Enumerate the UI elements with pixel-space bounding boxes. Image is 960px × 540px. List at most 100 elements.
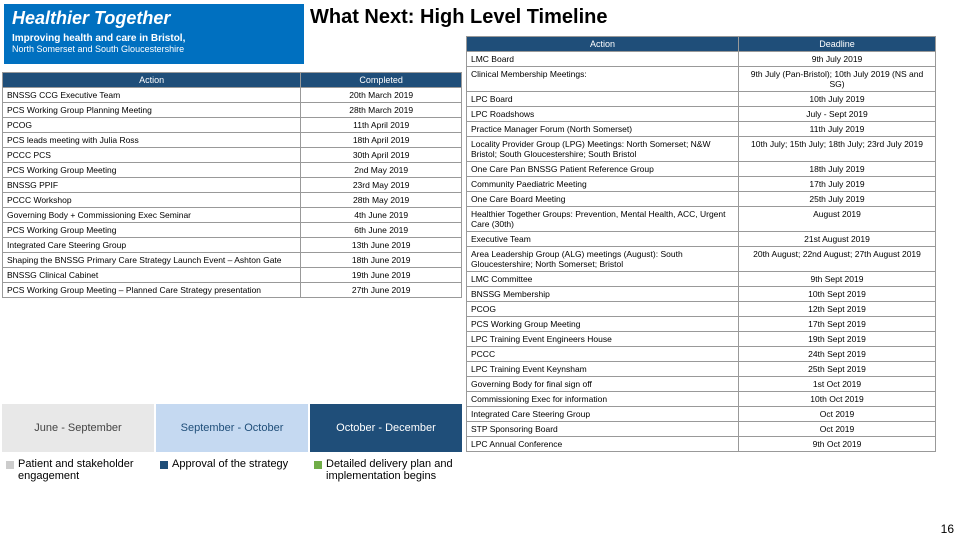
- table-cell: 9th Sept 2019: [739, 272, 936, 287]
- table-row: BNSSG Membership10th Sept 2019: [467, 287, 936, 302]
- table-row: Practice Manager Forum (North Somerset)1…: [467, 122, 936, 137]
- logo-sub2: North Somerset and South Gloucestershire: [4, 44, 304, 58]
- table-row: Commissioning Exec for information10th O…: [467, 392, 936, 407]
- table-row: PCCC PCS30th April 2019: [3, 148, 462, 163]
- table-row: PCOG11th April 2019: [3, 118, 462, 133]
- table-cell: BNSSG Membership: [467, 287, 739, 302]
- table-cell: BNSSG Clinical Cabinet: [3, 268, 301, 283]
- table-row: PCS Working Group Meeting17th Sept 2019: [467, 317, 936, 332]
- table-cell: LPC Board: [467, 92, 739, 107]
- table-row: PCS Working Group Meeting6th June 2019: [3, 223, 462, 238]
- table-cell: BNSSG CCG Executive Team: [3, 88, 301, 103]
- phases-row: June - SeptemberPatient and stakeholder …: [2, 404, 462, 488]
- table-cell: 24th Sept 2019: [739, 347, 936, 362]
- table-cell: 21st August 2019: [739, 232, 936, 247]
- table-cell: Community Paediatric Meeting: [467, 177, 739, 192]
- table-cell: 6th June 2019: [301, 223, 462, 238]
- table-cell: 19th Sept 2019: [739, 332, 936, 347]
- table-row: LPC RoadshowsJuly - Sept 2019: [467, 107, 936, 122]
- table-cell: 2nd May 2019: [301, 163, 462, 178]
- table-cell: 19th June 2019: [301, 268, 462, 283]
- table-cell: PCS Working Group Meeting: [3, 223, 301, 238]
- table-cell: 12th Sept 2019: [739, 302, 936, 317]
- table-row: Integrated Care Steering Group13th June …: [3, 238, 462, 253]
- table-row: BNSSG Clinical Cabinet19th June 2019: [3, 268, 462, 283]
- phase-block: June - SeptemberPatient and stakeholder …: [2, 404, 154, 488]
- table-cell: PCS leads meeting with Julia Ross: [3, 133, 301, 148]
- table-cell: PCCC: [467, 347, 739, 362]
- table-cell: LPC Training Event Engineers House: [467, 332, 739, 347]
- table-cell: 25th Sept 2019: [739, 362, 936, 377]
- table-cell: LPC Annual Conference: [467, 437, 739, 452]
- table-cell: Governing Body for final sign off: [467, 377, 739, 392]
- table-cell: 28th May 2019: [301, 193, 462, 208]
- table-cell: Integrated Care Steering Group: [467, 407, 739, 422]
- table-cell: 17th Sept 2019: [739, 317, 936, 332]
- bullet-icon: [314, 461, 322, 469]
- table-header: Action: [467, 37, 739, 52]
- phase-text: Patient and stakeholder engagement: [18, 458, 150, 482]
- table-cell: 23rd May 2019: [301, 178, 462, 193]
- table-header: Completed: [301, 73, 462, 88]
- table-cell: 10th July 2019: [739, 92, 936, 107]
- table-cell: LPC Roadshows: [467, 107, 739, 122]
- bullet-icon: [6, 461, 14, 469]
- table-cell: 18th June 2019: [301, 253, 462, 268]
- table-row: LMC Board9th July 2019: [467, 52, 936, 67]
- table-row: PCS Working Group Meeting – Planned Care…: [3, 283, 462, 298]
- table-row: Governing Body for final sign off1st Oct…: [467, 377, 936, 392]
- table-cell: 28th March 2019: [301, 103, 462, 118]
- table-cell: PCS Working Group Meeting: [3, 163, 301, 178]
- table-cell: Locality Provider Group (LPG) Meetings: …: [467, 137, 739, 162]
- bullet-icon: [160, 461, 168, 469]
- table-cell: Governing Body + Commissioning Exec Semi…: [3, 208, 301, 223]
- table-cell: PCS Working Group Meeting – Planned Care…: [3, 283, 301, 298]
- table-row: PCS Working Group Meeting2nd May 2019: [3, 163, 462, 178]
- table-row: Locality Provider Group (LPG) Meetings: …: [467, 137, 936, 162]
- page-number: 16: [941, 522, 954, 536]
- table-cell: PCOG: [467, 302, 739, 317]
- table-cell: PCCC Workshop: [3, 193, 301, 208]
- table-header: Deadline: [739, 37, 936, 52]
- table-cell: 18th April 2019: [301, 133, 462, 148]
- table-cell: Oct 2019: [739, 407, 936, 422]
- table-cell: Oct 2019: [739, 422, 936, 437]
- table-cell: LMC Committee: [467, 272, 739, 287]
- table-row: Healthier Together Groups: Prevention, M…: [467, 207, 936, 232]
- table-row: PCS leads meeting with Julia Ross18th Ap…: [3, 133, 462, 148]
- table-cell: Commissioning Exec for information: [467, 392, 739, 407]
- table-row: BNSSG PPIF23rd May 2019: [3, 178, 462, 193]
- table-cell: July - Sept 2019: [739, 107, 936, 122]
- table-cell: LMC Board: [467, 52, 739, 67]
- table-cell: One Care Board Meeting: [467, 192, 739, 207]
- table-cell: 9th Oct 2019: [739, 437, 936, 452]
- table-cell: 9th July (Pan-Bristol); 10th July 2019 (…: [739, 67, 936, 92]
- table-cell: 13th June 2019: [301, 238, 462, 253]
- table-cell: PCCC PCS: [3, 148, 301, 163]
- table-cell: 9th July 2019: [739, 52, 936, 67]
- table-row: LPC Annual Conference9th Oct 2019: [467, 437, 936, 452]
- table-cell: 11th April 2019: [301, 118, 462, 133]
- table-cell: 10th Sept 2019: [739, 287, 936, 302]
- table-row: Clinical Membership Meetings:9th July (P…: [467, 67, 936, 92]
- table-cell: Shaping the BNSSG Primary Care Strategy …: [3, 253, 301, 268]
- table-cell: Clinical Membership Meetings:: [467, 67, 739, 92]
- table-cell: Executive Team: [467, 232, 739, 247]
- phase-body: Approval of the strategy: [156, 452, 308, 476]
- table-row: One Care Board Meeting25th July 2019: [467, 192, 936, 207]
- table-cell: PCS Working Group Meeting: [467, 317, 739, 332]
- table-cell: 11th July 2019: [739, 122, 936, 137]
- table-cell: LPC Training Event Keynsham: [467, 362, 739, 377]
- table-cell: One Care Pan BNSSG Patient Reference Gro…: [467, 162, 739, 177]
- table-row: PCOG12th Sept 2019: [467, 302, 936, 317]
- table-cell: PCOG: [3, 118, 301, 133]
- deadline-actions-table: ActionDeadlineLMC Board9th July 2019Clin…: [466, 36, 936, 452]
- table-cell: Area Leadership Group (ALG) meetings (Au…: [467, 247, 739, 272]
- table-row: Area Leadership Group (ALG) meetings (Au…: [467, 247, 936, 272]
- phase-block: October - DecemberDetailed delivery plan…: [310, 404, 462, 488]
- phase-text: Approval of the strategy: [172, 458, 288, 470]
- table-cell: STP Sponsoring Board: [467, 422, 739, 437]
- phase-body: Patient and stakeholder engagement: [2, 452, 154, 488]
- table-cell: PCS Working Group Planning Meeting: [3, 103, 301, 118]
- table-cell: 10th Oct 2019: [739, 392, 936, 407]
